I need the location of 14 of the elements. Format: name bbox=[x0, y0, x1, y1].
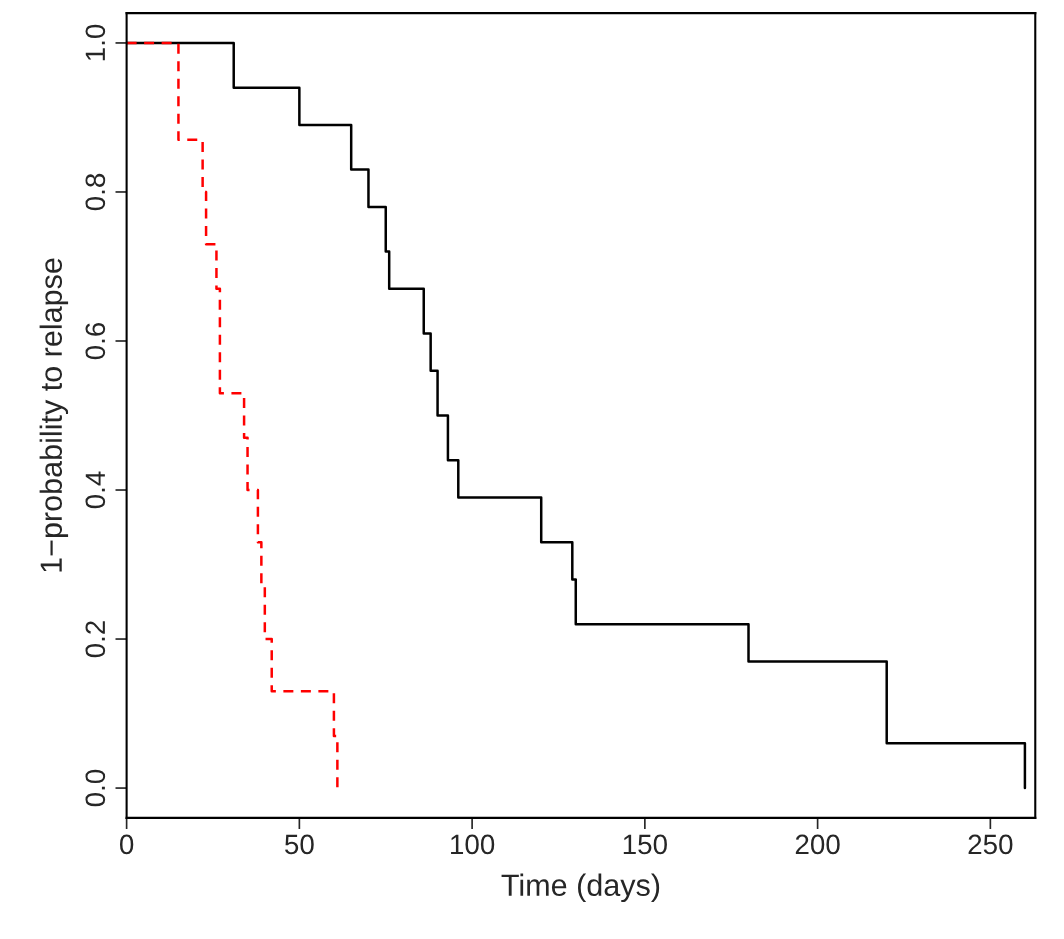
x-tick-label: 0 bbox=[119, 834, 134, 855]
y-tick-label: 0.6 bbox=[85, 322, 106, 360]
y-tick-label: 0.2 bbox=[85, 621, 106, 658]
x-tick-label: 150 bbox=[623, 834, 667, 855]
y-tick-label: 0.0 bbox=[85, 769, 106, 807]
x-tick-label: 200 bbox=[795, 834, 840, 855]
x-tick-label: 100 bbox=[451, 834, 495, 855]
x-axis-title: Time (days) bbox=[501, 873, 660, 903]
x-tick-label: 50 bbox=[285, 834, 314, 855]
y-tick-label: 0.8 bbox=[85, 173, 106, 211]
x-tick-label: 250 bbox=[968, 834, 1013, 855]
y-axis-title: 1−probability to relapse bbox=[39, 258, 69, 572]
y-tick-label: 0.4 bbox=[85, 471, 106, 509]
y-tick-label: 1.0 bbox=[85, 24, 106, 61]
